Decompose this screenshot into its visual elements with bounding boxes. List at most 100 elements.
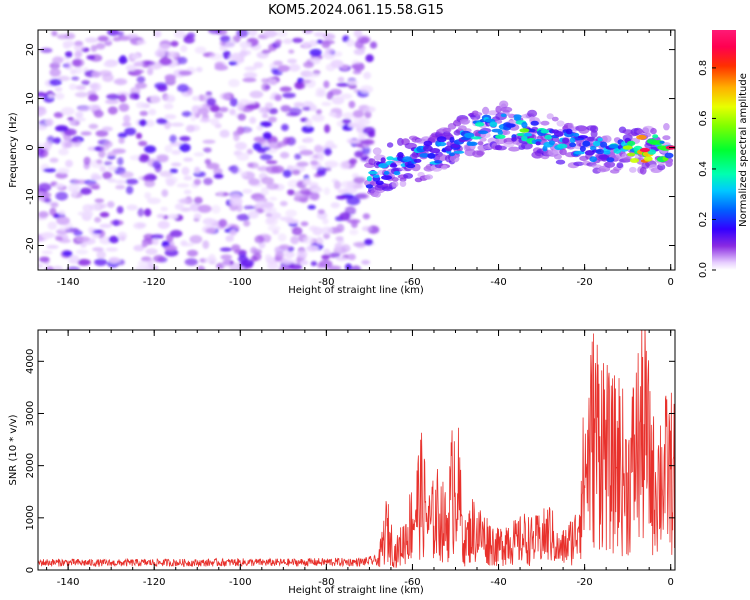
- noise-blob: [206, 97, 216, 106]
- signal-blob: [381, 175, 393, 181]
- signal-halo: [590, 125, 599, 133]
- noise-blob: [199, 118, 211, 123]
- noise-blob: [236, 152, 250, 161]
- noise-blob: [51, 56, 64, 65]
- noise-blob: [284, 251, 295, 259]
- noise-blob: [305, 118, 313, 128]
- x-tick-label: -80: [318, 577, 334, 588]
- noise-blob: [346, 80, 359, 85]
- noise-blob: [364, 110, 372, 119]
- noise-blob: [250, 246, 258, 254]
- signal-halo: [555, 159, 566, 165]
- noise-blob: [129, 92, 139, 100]
- noise-blob: [248, 210, 259, 219]
- spectrogram-ylabel: Frequency (Hz): [8, 112, 19, 188]
- noise-blob: [108, 257, 121, 264]
- noise-blob: [210, 117, 220, 126]
- noise-blob: [285, 209, 297, 217]
- noise-blob: [100, 203, 107, 209]
- noise-blob: [357, 123, 365, 128]
- noise-blob: [62, 250, 73, 257]
- signal-halo: [508, 146, 520, 152]
- noise-blob: [333, 51, 343, 57]
- noise-blob: [353, 176, 366, 184]
- noise-blob: [347, 139, 361, 144]
- noise-blob: [252, 142, 262, 151]
- noise-blob: [145, 248, 158, 255]
- noise-blob: [91, 71, 101, 78]
- noise-blob: [330, 144, 338, 149]
- x-tick-label: -80: [318, 277, 334, 288]
- noise-blob: [77, 259, 91, 266]
- colorbar-tick-label: 0.0: [698, 262, 709, 278]
- noise-blob: [147, 258, 154, 267]
- noise-blob: [52, 265, 63, 270]
- noise-blob: [64, 61, 73, 71]
- noise-blob: [259, 153, 273, 161]
- noise-blob: [131, 53, 141, 60]
- y-tick-label: 10: [25, 92, 36, 105]
- noise-blob: [71, 58, 85, 68]
- signal-blob: [626, 152, 636, 157]
- noise-blob: [302, 178, 310, 186]
- noise-blob: [49, 207, 57, 216]
- noise-blob: [136, 40, 147, 45]
- noise-blob: [47, 93, 55, 99]
- noise-blob: [229, 197, 243, 206]
- signal-halo: [449, 154, 460, 163]
- noise-blob: [346, 180, 356, 188]
- signal-peak: [519, 128, 530, 133]
- noise-blob: [53, 112, 64, 118]
- signal-halo: [473, 112, 483, 117]
- noise-blob: [248, 178, 260, 186]
- noise-blob: [103, 161, 113, 166]
- signal-blob: [592, 140, 601, 147]
- signal-blob: [513, 117, 522, 121]
- noise-blob: [75, 117, 87, 122]
- noise-blob: [261, 78, 269, 83]
- noise-blob: [229, 229, 237, 236]
- signal-halo: [424, 174, 434, 180]
- noise-blob: [117, 157, 124, 166]
- snr-frame: [37, 329, 676, 571]
- noise-blob: [253, 61, 264, 69]
- noise-blob: [369, 41, 378, 49]
- signal-peak: [639, 147, 650, 153]
- signal-blob: [449, 136, 455, 143]
- noise-blob: [107, 151, 118, 156]
- noise-blob: [193, 152, 205, 157]
- noise-blob: [195, 66, 203, 73]
- noise-blob: [74, 91, 89, 98]
- noise-blob: [264, 102, 274, 109]
- noise-blob: [138, 155, 150, 163]
- noise-blob: [308, 182, 319, 188]
- noise-blob: [46, 244, 59, 249]
- noise-blob: [249, 90, 264, 99]
- noise-blob: [253, 197, 268, 203]
- noise-blob: [258, 106, 267, 114]
- signal-halo: [639, 166, 647, 175]
- noise-blob: [300, 221, 309, 227]
- noise-blob: [141, 241, 148, 248]
- noise-blob: [243, 72, 258, 79]
- noise-blob: [94, 198, 105, 203]
- noise-blob: [214, 64, 229, 71]
- noise-blob: [322, 218, 329, 225]
- noise-blob: [112, 219, 120, 226]
- noise-blob: [156, 85, 168, 92]
- noise-blob: [316, 39, 323, 44]
- noise-blob: [268, 107, 278, 115]
- noise-blob: [253, 136, 266, 143]
- noise-blob: [239, 41, 252, 49]
- noise-blob: [95, 42, 106, 50]
- noise-blob: [99, 211, 110, 218]
- noise-blob: [148, 108, 157, 116]
- noise-blob: [202, 217, 215, 226]
- noise-blob: [367, 131, 375, 138]
- noise-blob: [159, 57, 173, 66]
- noise-blob: [174, 203, 184, 210]
- noise-blob: [209, 53, 223, 61]
- noise-blob: [190, 112, 197, 122]
- signal-blob: [467, 141, 478, 146]
- noise-blob: [71, 188, 78, 197]
